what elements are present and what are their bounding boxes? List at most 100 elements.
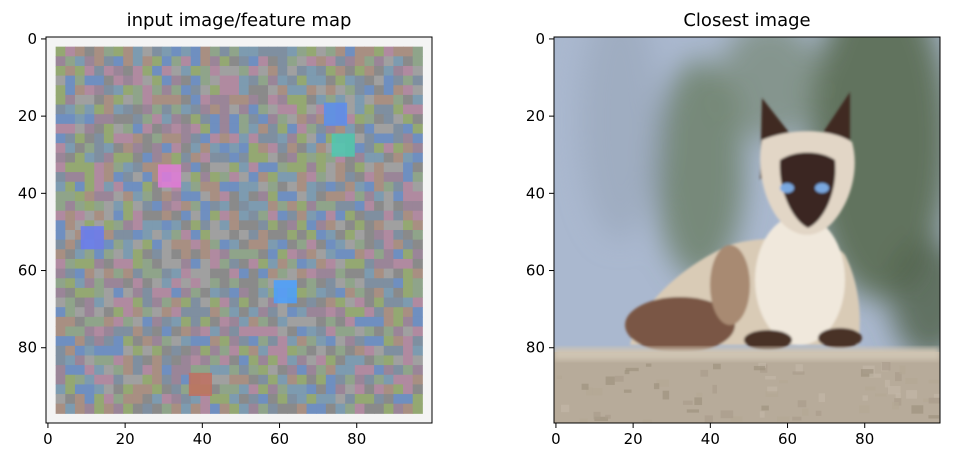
feature-cell xyxy=(55,85,66,96)
feature-cell xyxy=(210,162,221,173)
feature-cell xyxy=(258,345,269,356)
feature-cell xyxy=(267,394,279,405)
feature-cell xyxy=(152,287,163,299)
feature-cell xyxy=(219,181,230,192)
feature-cell xyxy=(142,143,153,154)
feature-cell xyxy=(152,75,163,86)
feature-cell xyxy=(306,46,317,57)
feature-cell xyxy=(142,394,153,405)
feature-cell xyxy=(345,384,356,395)
feature-cell xyxy=(65,191,76,202)
feature-cell xyxy=(74,210,86,221)
feature-cell xyxy=(364,133,375,144)
feature-cell xyxy=(248,403,259,414)
feature-cell xyxy=(248,75,259,86)
feature-cell xyxy=(393,287,404,299)
feature-cell xyxy=(55,220,66,231)
feature-cell xyxy=(267,374,279,385)
feature-cell xyxy=(142,345,153,356)
feature-cell xyxy=(374,268,385,279)
feature-cell xyxy=(55,210,66,221)
feature-cell xyxy=(142,75,153,86)
feature-cell xyxy=(171,152,182,163)
feature-cell xyxy=(383,191,394,202)
feature-cell xyxy=(161,143,172,154)
feature-cell xyxy=(267,384,279,395)
feature-cell xyxy=(306,249,317,260)
feature-cell xyxy=(306,336,317,347)
feature-cell xyxy=(229,114,240,125)
ledge-speck xyxy=(818,393,826,403)
feature-cell xyxy=(181,94,192,106)
feature-cell xyxy=(316,181,327,192)
feature-cell xyxy=(287,114,298,125)
feature-cell xyxy=(171,65,182,77)
feature-cell xyxy=(393,258,404,270)
feature-cell xyxy=(296,181,308,192)
feature-cell xyxy=(364,278,375,289)
feature-highlight xyxy=(80,226,104,250)
feature-cell xyxy=(74,326,86,337)
feature-cell xyxy=(335,365,346,376)
feature-cell xyxy=(190,65,201,77)
feature-cell xyxy=(84,114,95,125)
feature-cell xyxy=(316,201,327,212)
feature-cell xyxy=(74,123,86,134)
feature-cell xyxy=(55,316,66,327)
feature-cell xyxy=(113,85,124,96)
feature-cell xyxy=(267,258,279,270)
feature-cell xyxy=(383,172,394,183)
feature-cell xyxy=(383,143,394,154)
feature-cell xyxy=(94,220,105,231)
feature-cell xyxy=(113,230,124,241)
feature-cell xyxy=(239,394,250,405)
feature-cell xyxy=(181,181,192,192)
feature-cell xyxy=(190,297,201,308)
feature-cell xyxy=(171,278,182,289)
feature-cell xyxy=(190,133,201,144)
feature-cell xyxy=(161,152,172,163)
feature-cell xyxy=(123,230,134,241)
feature-cell xyxy=(171,94,182,106)
feature-cell xyxy=(335,162,346,173)
ledge-speck xyxy=(653,383,660,390)
feature-cell xyxy=(84,278,95,289)
feature-cell xyxy=(335,394,346,405)
feature-cell xyxy=(74,133,86,144)
feature-cell xyxy=(65,123,76,134)
feature-cell xyxy=(248,210,259,221)
feature-cell xyxy=(181,268,192,279)
feature-cell xyxy=(123,56,134,67)
ledge-speck xyxy=(713,363,721,370)
ledge-speck xyxy=(594,416,609,422)
feature-cell xyxy=(219,201,230,212)
feature-cell xyxy=(94,365,105,376)
feature-cell xyxy=(200,316,211,327)
feature-cell xyxy=(132,65,143,77)
feature-cell xyxy=(190,345,201,356)
feature-cell xyxy=(316,104,327,115)
feature-cell xyxy=(229,191,240,202)
feature-cell xyxy=(190,258,201,270)
feature-cell xyxy=(267,46,279,57)
feature-cell xyxy=(181,220,192,231)
feature-cell xyxy=(374,345,385,356)
feature-cell xyxy=(94,287,105,299)
feature-cell xyxy=(296,355,308,366)
feature-cell xyxy=(161,316,172,327)
feature-cell xyxy=(171,220,182,231)
feature-cell xyxy=(412,220,423,231)
feature-cell xyxy=(229,403,240,414)
feature-cell xyxy=(229,316,240,327)
ledge-speck xyxy=(623,389,632,393)
feature-cell xyxy=(296,123,308,134)
feature-cell xyxy=(210,152,221,163)
feature-cell xyxy=(171,143,182,154)
feature-cell xyxy=(345,307,356,318)
feature-cell xyxy=(219,278,230,289)
feature-cell xyxy=(171,258,182,270)
feature-cell xyxy=(219,75,230,86)
ledge-speck xyxy=(592,387,603,396)
feature-cell xyxy=(103,249,115,260)
feature-cell xyxy=(152,114,163,125)
